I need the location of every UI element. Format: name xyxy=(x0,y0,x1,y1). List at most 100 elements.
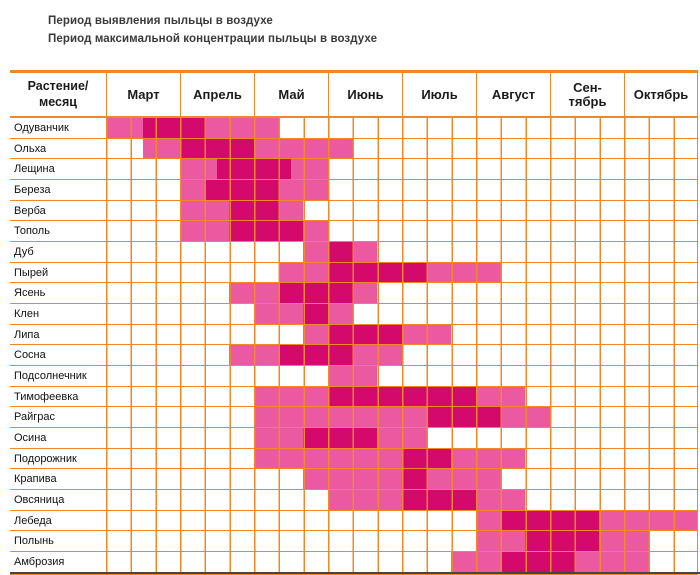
segment-detection xyxy=(254,304,304,324)
segment-max-concentration xyxy=(143,118,205,138)
plant-label: Райграс xyxy=(14,411,55,424)
segment-detection xyxy=(451,552,501,572)
segment-max-concentration xyxy=(229,221,304,242)
month-header-may: Май xyxy=(254,73,328,116)
plant-label: Сосна xyxy=(14,349,46,362)
table-row: Береза xyxy=(10,180,698,201)
pollen-track xyxy=(106,221,698,242)
table-row: Сосна xyxy=(10,345,698,367)
segment-max-concentration xyxy=(500,552,575,572)
segment-detection xyxy=(229,345,279,366)
pollen-track xyxy=(106,324,698,345)
pollen-track xyxy=(106,304,698,324)
pollen-track xyxy=(106,262,698,283)
segment-detection xyxy=(451,448,526,469)
table-row: Полынь xyxy=(10,531,698,553)
table-row: Лещина xyxy=(10,159,698,181)
plant-label: Верба xyxy=(14,204,46,217)
pollen-track xyxy=(106,531,698,552)
segment-detection xyxy=(291,159,328,180)
segment-detection xyxy=(352,283,378,304)
segment-max-concentration xyxy=(229,200,279,221)
plant-label: Дуб xyxy=(14,245,34,258)
segment-detection xyxy=(254,407,427,428)
table-row: Крапива xyxy=(10,469,698,491)
pollen-track xyxy=(106,242,698,262)
legend-label-max-concentration: Период максимальной концентрации пыльцы … xyxy=(48,33,378,45)
segment-detection xyxy=(278,262,328,283)
table-row: Овсяница xyxy=(10,490,698,511)
table-row: Тополь xyxy=(10,221,698,243)
grid-lines-overlay xyxy=(106,283,698,304)
pollen-track xyxy=(106,366,698,386)
table-row: Одуванчик xyxy=(10,118,698,139)
corner-header: Растение/ месяц xyxy=(27,78,89,109)
plant-label: Ясень xyxy=(14,287,46,300)
segment-max-concentration xyxy=(328,262,427,283)
segment-detection xyxy=(328,490,402,510)
segment-detection xyxy=(180,221,230,242)
bottom-rule xyxy=(10,572,700,574)
table-row: Осина xyxy=(10,428,698,449)
plant-label: Клен xyxy=(14,307,40,320)
table-row: Верба xyxy=(10,200,698,222)
grid-lines-overlay xyxy=(106,304,698,324)
legend-swatch-max-concentration xyxy=(10,31,40,49)
segment-max-concentration xyxy=(328,242,353,262)
plant-label: Береза xyxy=(14,183,51,196)
month-header-october: Октябрь xyxy=(624,73,698,116)
table-row: Подсолнечник xyxy=(10,366,698,387)
grid-lines-overlay xyxy=(106,345,698,366)
plant-label: Ольха xyxy=(14,142,47,155)
segment-detection xyxy=(328,304,353,324)
segment-max-concentration xyxy=(278,345,353,366)
month-header-june: Июнь xyxy=(328,73,402,116)
segment-detection xyxy=(476,510,501,531)
table-row: Ольха xyxy=(10,138,698,160)
segment-detection xyxy=(303,221,328,242)
segment-detection xyxy=(180,200,230,221)
segment-detection xyxy=(303,242,328,262)
segment-detection xyxy=(278,180,328,200)
segment-detection xyxy=(476,531,526,552)
segment-max-concentration xyxy=(402,490,476,510)
pollen-track xyxy=(106,552,698,572)
segment-detection xyxy=(426,262,501,283)
table-row: Клен xyxy=(10,304,698,325)
month-header-september: Сен- тябрь xyxy=(550,73,624,116)
segment-detection xyxy=(278,200,304,221)
table-row: Лебеда xyxy=(10,510,698,532)
segment-detection xyxy=(204,118,279,138)
segment-detection xyxy=(426,469,501,490)
segment-detection xyxy=(303,324,328,345)
month-header-april: Апрель xyxy=(180,73,254,116)
segment-max-concentration xyxy=(402,448,452,469)
segment-max-concentration xyxy=(426,407,501,428)
table-row: Подорожник xyxy=(10,448,698,470)
pollen-track xyxy=(106,345,698,366)
plant-label: Пырей xyxy=(14,266,49,279)
plant-label: Полынь xyxy=(14,535,54,548)
plant-label: Тополь xyxy=(14,225,50,238)
segment-detection xyxy=(328,366,378,386)
pollen-track xyxy=(106,510,698,531)
table-header-row: Растение/ месяц Март Апрель Май Июнь Июл… xyxy=(10,73,698,118)
plant-label: Амброзия xyxy=(14,555,65,568)
segment-detection xyxy=(254,138,353,159)
table-row: Дуб xyxy=(10,242,698,263)
pollen-track xyxy=(106,428,698,448)
segment-max-concentration xyxy=(525,531,600,552)
segment-detection xyxy=(254,448,402,469)
segment-detection xyxy=(352,345,402,366)
month-header-march: Март xyxy=(106,73,180,116)
table-row: Райграс xyxy=(10,407,698,429)
segment-detection xyxy=(476,490,526,510)
grid-lines-overlay xyxy=(106,366,698,386)
segment-detection xyxy=(574,552,649,572)
segment-detection xyxy=(180,180,205,200)
segment-max-concentration xyxy=(500,510,600,531)
segment-max-concentration xyxy=(217,159,291,180)
segment-max-concentration xyxy=(180,138,254,159)
plant-label: Лебеда xyxy=(14,514,52,527)
pollen-track xyxy=(106,200,698,221)
